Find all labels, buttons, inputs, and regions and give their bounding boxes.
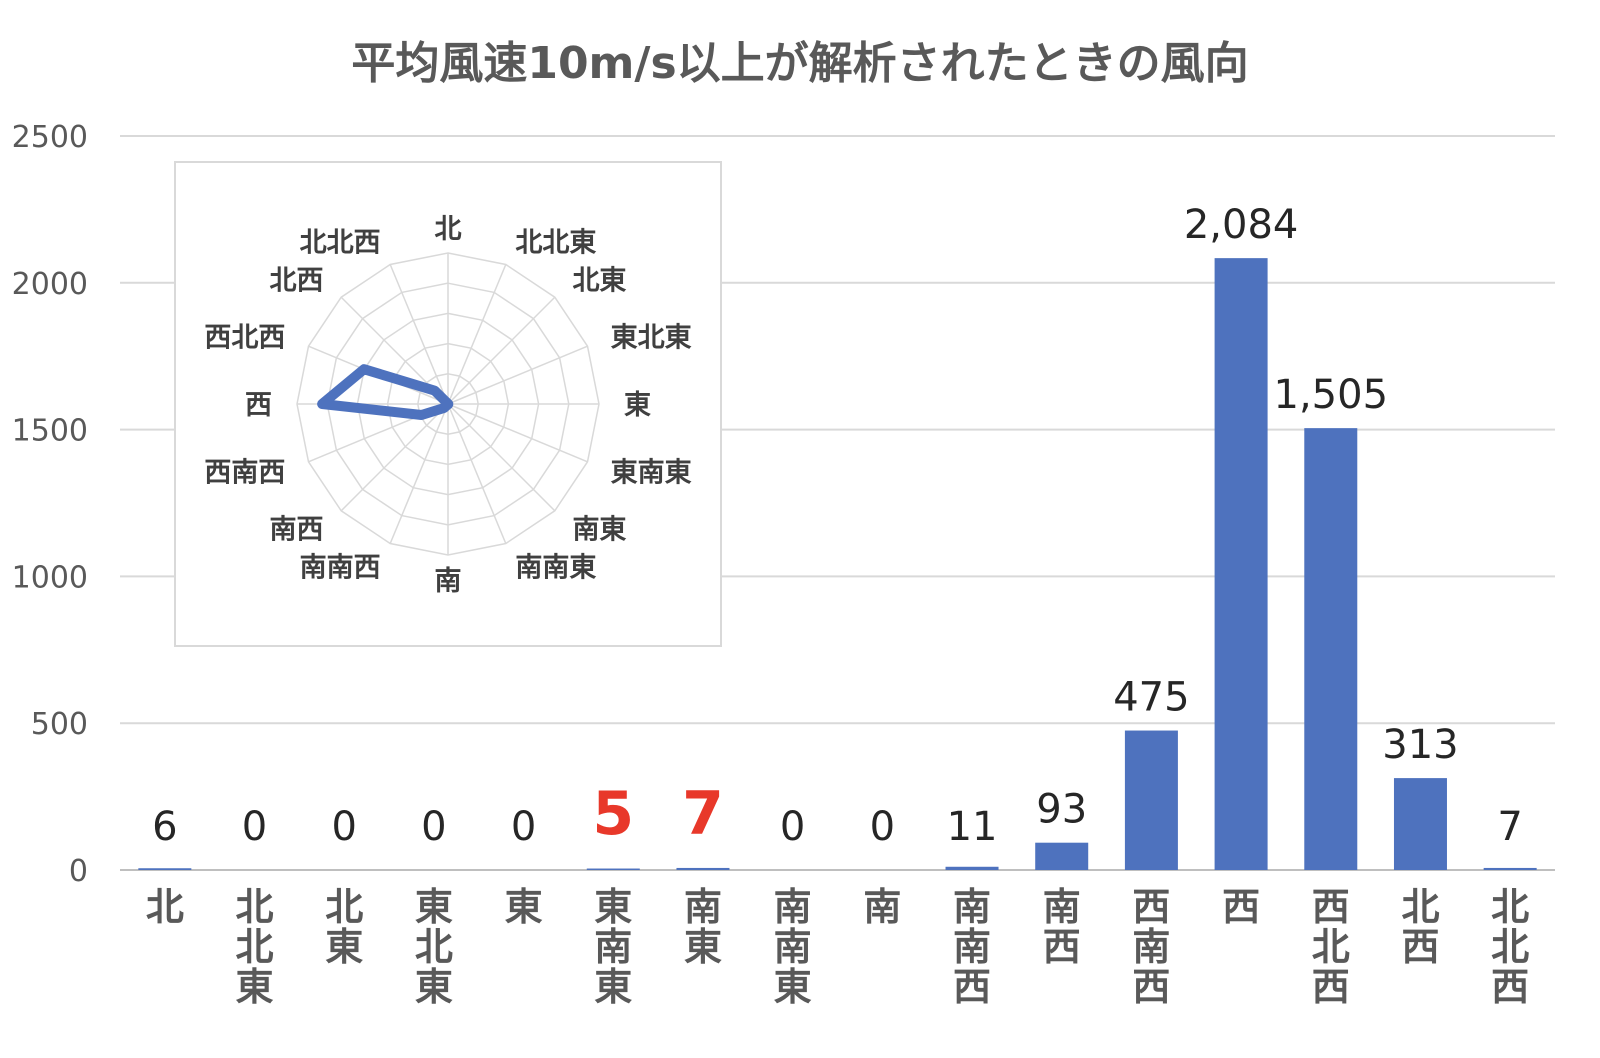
- x-tick-label: 北西: [1401, 885, 1439, 969]
- x-tick-label: 西南西: [1132, 885, 1170, 1009]
- radar-spoke: [389, 403, 449, 544]
- radar-label: 東南東: [611, 457, 692, 488]
- radar-series: [317, 364, 454, 420]
- data-label: 313: [1382, 722, 1458, 768]
- radar-spoke: [447, 403, 507, 544]
- radar-spoke: [340, 403, 449, 512]
- radar-label: 北東: [572, 266, 626, 297]
- data-label: 5: [592, 779, 634, 849]
- radar-label: 東: [624, 390, 651, 421]
- x-tick-label: 南東: [684, 885, 722, 969]
- x-tick-label: 南南東: [774, 885, 812, 1009]
- bar: [1393, 778, 1447, 870]
- x-tick-label: 東: [505, 885, 543, 929]
- radar-label: 北北東: [515, 227, 596, 258]
- data-label: 7: [1497, 804, 1522, 850]
- y-tick-label: 0: [69, 854, 88, 889]
- x-tick-label: 南: [863, 885, 901, 929]
- bars: [138, 258, 1537, 871]
- y-tick-label: 1500: [12, 414, 88, 449]
- data-label: 0: [421, 804, 446, 850]
- radar-spoke: [447, 403, 588, 463]
- radar-label: 南東: [572, 514, 626, 545]
- x-tick-label: 北: [146, 885, 184, 929]
- radar-spoke: [447, 296, 556, 405]
- x-tick-label: 南南西: [953, 885, 991, 1009]
- bar: [138, 868, 192, 870]
- data-label: 11: [947, 804, 998, 850]
- bar: [1124, 730, 1178, 870]
- data-label: 93: [1036, 787, 1087, 833]
- data-label: 1,505: [1274, 372, 1389, 418]
- data-label: 0: [870, 804, 895, 850]
- radar-label: 北西: [270, 266, 324, 297]
- y-tick-label: 500: [31, 707, 88, 742]
- x-axis-ticks: 北 北北東 北東 東北東 東 東南東 南東 南南東 南 南南西 南西 西南西 西 西北西 北西 北北西: [146, 885, 1529, 1009]
- data-label: 475: [1113, 675, 1189, 721]
- data-label: 0: [780, 804, 805, 850]
- radar-spoke: [447, 403, 556, 512]
- radar-label: 北北西: [300, 227, 381, 258]
- x-tick-label: 北北東: [236, 885, 274, 1009]
- x-tick-label: 西北西: [1312, 885, 1350, 1009]
- bar: [586, 868, 640, 870]
- radar-label: 南南東: [515, 553, 596, 584]
- radar-label: 南: [435, 566, 462, 597]
- x-tick-label: 西: [1222, 885, 1260, 929]
- chart-title: 平均風速10m/s以上が解析されたときの風向: [351, 38, 1248, 89]
- x-tick-label: 北東: [325, 885, 363, 969]
- x-tick-label: 東北東: [415, 885, 453, 1009]
- bar: [1483, 867, 1537, 870]
- radar-label: 東北東: [611, 323, 692, 354]
- radar-label: 西南西: [204, 457, 285, 488]
- y-tick-label: 1000: [12, 560, 88, 595]
- bar: [945, 866, 999, 870]
- x-tick-label: 東南東: [594, 885, 632, 1009]
- radar-spoke: [447, 264, 507, 405]
- data-label: 6: [152, 804, 177, 850]
- radar-label: 南南西: [300, 553, 381, 584]
- data-label: 0: [242, 804, 267, 850]
- bar: [1214, 258, 1268, 871]
- data-label: 0: [511, 804, 536, 850]
- radar-label: 北: [435, 214, 462, 245]
- radar-label: 西: [245, 390, 272, 421]
- data-label: 7: [682, 779, 724, 849]
- y-tick-label: 2000: [12, 267, 88, 302]
- bar: [1304, 428, 1358, 870]
- y-axis-ticks: 0 500 1000 1500 2000 2500: [12, 120, 88, 889]
- y-tick-label: 2500: [12, 120, 88, 155]
- data-label: 2,084: [1184, 202, 1299, 248]
- data-label: 0: [331, 804, 356, 850]
- radar-spoke: [447, 345, 588, 405]
- radar-label: 西北西: [204, 323, 285, 354]
- bar: [1035, 842, 1089, 870]
- x-tick-label: 南西: [1043, 885, 1081, 969]
- radar-spoke: [389, 264, 449, 405]
- radar-label: 南西: [270, 514, 324, 545]
- bar: [676, 867, 730, 870]
- x-tick-label: 北北西: [1491, 885, 1529, 1009]
